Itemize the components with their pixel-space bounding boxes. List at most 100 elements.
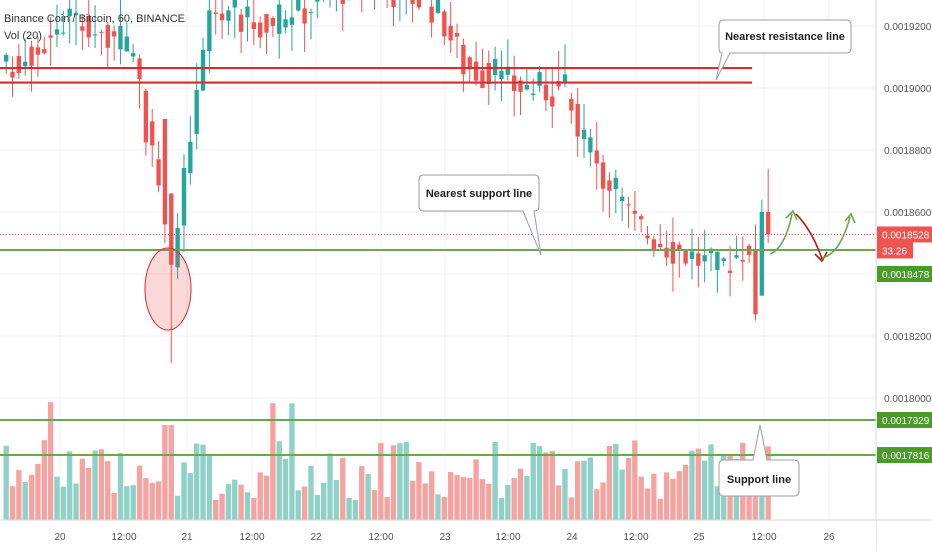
volume-bar [454, 475, 460, 520]
volume-bar [9, 486, 16, 520]
volume-bar [47, 402, 54, 520]
candle-body [759, 212, 764, 296]
volume-bar [232, 479, 238, 520]
candle-body [524, 84, 530, 90]
volume-bar [600, 482, 606, 520]
candle-body [80, 26, 85, 31]
volume-bar [403, 441, 409, 520]
candle-body [480, 70, 485, 88]
volume-bar [568, 497, 574, 520]
support-line-note-text: Support line [727, 474, 791, 486]
candle-body [143, 90, 149, 143]
candle-body [416, 0, 422, 8]
price-tick-label: 0.0018000 [884, 394, 932, 405]
candle-body [150, 121, 155, 146]
volume-bar [301, 486, 308, 520]
candle-body [753, 249, 758, 315]
candle-body [296, 0, 301, 11]
candle-body [35, 47, 41, 55]
candle-body [543, 84, 549, 101]
time-tick-label: 22 [310, 532, 322, 543]
volume-bar [16, 470, 22, 520]
candle-body [207, 10, 212, 52]
volume-bar [162, 425, 168, 520]
candle-body [639, 216, 644, 220]
candle-body [194, 90, 199, 134]
candle-body [626, 204, 631, 206]
volume-bar [124, 486, 130, 520]
volume-bar [746, 477, 752, 520]
candle-body [569, 99, 574, 111]
support-line-callout[interactable]: Support line [718, 424, 800, 497]
candle-body [429, 6, 434, 23]
volume-indicator-label: Vol (20) [4, 30, 42, 42]
volume-bar [759, 479, 765, 520]
volume-bar [625, 457, 632, 520]
candle-body [727, 270, 733, 273]
volume-bar [594, 489, 600, 520]
volume-bar [492, 441, 498, 520]
volume-bar [752, 481, 759, 520]
candle-body [632, 210, 637, 214]
current-price-text: 0.0018528 [882, 230, 930, 241]
volume-bar [619, 469, 625, 520]
candle-body [721, 258, 726, 261]
candle-body [86, 15, 91, 38]
volume-bar [543, 452, 549, 520]
volume-bar [251, 497, 257, 520]
projection-down-arrow [795, 213, 823, 260]
candle-body [613, 177, 618, 190]
volume-bar [549, 450, 555, 520]
candle-body [169, 193, 174, 265]
candle-body [124, 36, 129, 52]
support-callout[interactable]: Nearest support line [418, 174, 542, 256]
time-tick-label: 24 [566, 532, 578, 543]
volume-bar [479, 479, 486, 520]
candle-body [740, 260, 745, 262]
time-tick-label: 12:00 [495, 532, 520, 543]
volume-bar [35, 463, 41, 520]
candle-body [670, 242, 676, 264]
volume-bar [676, 471, 682, 520]
candle-body [658, 243, 663, 248]
volume-bar [308, 465, 314, 520]
resistance-callout[interactable]: Nearest resistance line [715, 19, 852, 81]
volume-bar [187, 473, 193, 520]
volume-bar [441, 496, 447, 520]
support-price-text-2: 0.0017816 [882, 451, 930, 462]
candle-body [391, 0, 396, 8]
support-price-badge-0 [877, 265, 932, 282]
volume-bar [714, 486, 721, 520]
time-axis-panel[interactable] [0, 520, 876, 550]
countdown-text: 33:26 [882, 246, 907, 257]
candle-body [232, 0, 237, 8]
candle-body [111, 31, 117, 37]
level-layer [0, 66, 876, 457]
volume-layer [3, 402, 771, 520]
candle-body [16, 56, 22, 73]
countdown-badge [877, 242, 913, 259]
candle-body [226, 10, 231, 21]
volume-bar [181, 462, 187, 520]
support-price-badge-1 [877, 412, 932, 429]
volume-bar [702, 460, 708, 520]
volume-bar [378, 442, 384, 520]
volume-bar [663, 472, 670, 520]
volume-bar [174, 495, 181, 520]
volume-bar [130, 485, 136, 520]
candle-body [105, 24, 110, 48]
time-tick-label: 23 [439, 532, 451, 543]
volume-bar [587, 457, 594, 520]
time-tick-label: 21 [181, 532, 193, 543]
volume-bar [105, 461, 111, 520]
candle-body [499, 70, 504, 80]
volume-bar [98, 449, 105, 520]
candle-body [92, 34, 98, 36]
volume-bar [149, 482, 155, 520]
projection-up-arrow-2 [821, 216, 851, 259]
candle-body [766, 212, 771, 235]
volume-bar [346, 497, 352, 520]
candle-body [689, 251, 695, 259]
